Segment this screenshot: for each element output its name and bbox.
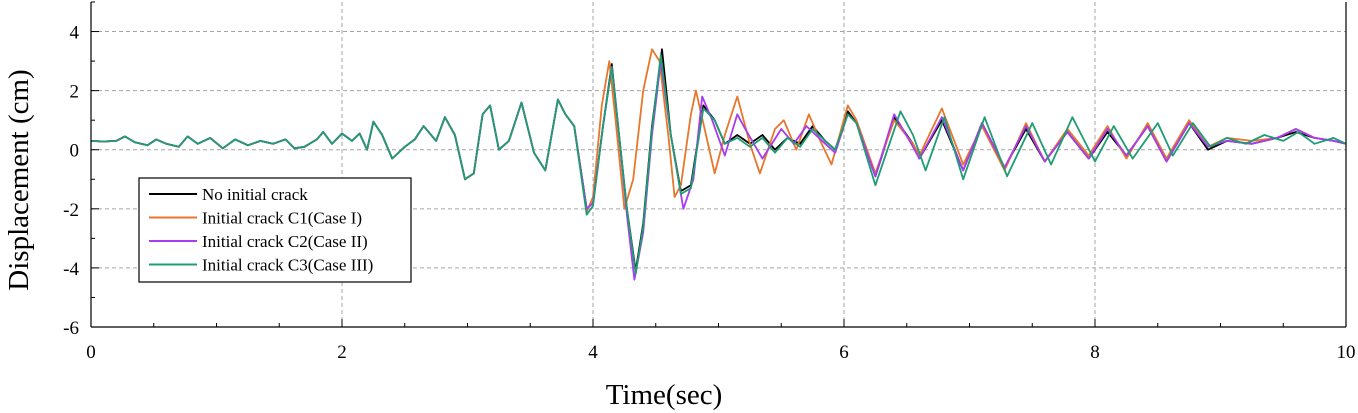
legend-label: No initial crack xyxy=(202,185,308,204)
grid xyxy=(91,2,1346,327)
x-tick-label: 4 xyxy=(588,342,598,363)
x-tick-label: 0 xyxy=(86,342,96,363)
series-line-4 xyxy=(90,54,1347,275)
legend-label: Initial crack C3(Case III) xyxy=(202,256,373,275)
y-tick-label: 2 xyxy=(70,82,80,103)
x-axis-title: Time(sec) xyxy=(606,379,723,411)
x-tick-label: 10 xyxy=(1337,342,1356,363)
series-lines xyxy=(90,48,1347,281)
legend: No initial crack Initial crack C1(Case I)… xyxy=(138,177,412,283)
y-tick-label: -4 xyxy=(63,259,79,280)
y-tick-label: 0 xyxy=(70,141,80,162)
ticks xyxy=(90,1,1347,328)
legend-label: Initial crack C2(Case II) xyxy=(202,232,368,251)
y-tick-label: -6 xyxy=(63,318,79,339)
legend-label: Initial crack C1(Case I) xyxy=(202,209,362,228)
y-tick-label: -2 xyxy=(63,200,79,221)
x-tick-label: 6 xyxy=(839,342,849,363)
y-axis-title: Displacement (cm) xyxy=(3,69,35,290)
y-tick-label: 4 xyxy=(70,23,80,44)
tick-labels: 0 2 4 6 8 10 -6 -4 -2 0 2 4 xyxy=(63,23,1355,363)
x-tick-label: 8 xyxy=(1090,342,1100,363)
x-tick-label: 2 xyxy=(337,342,347,363)
